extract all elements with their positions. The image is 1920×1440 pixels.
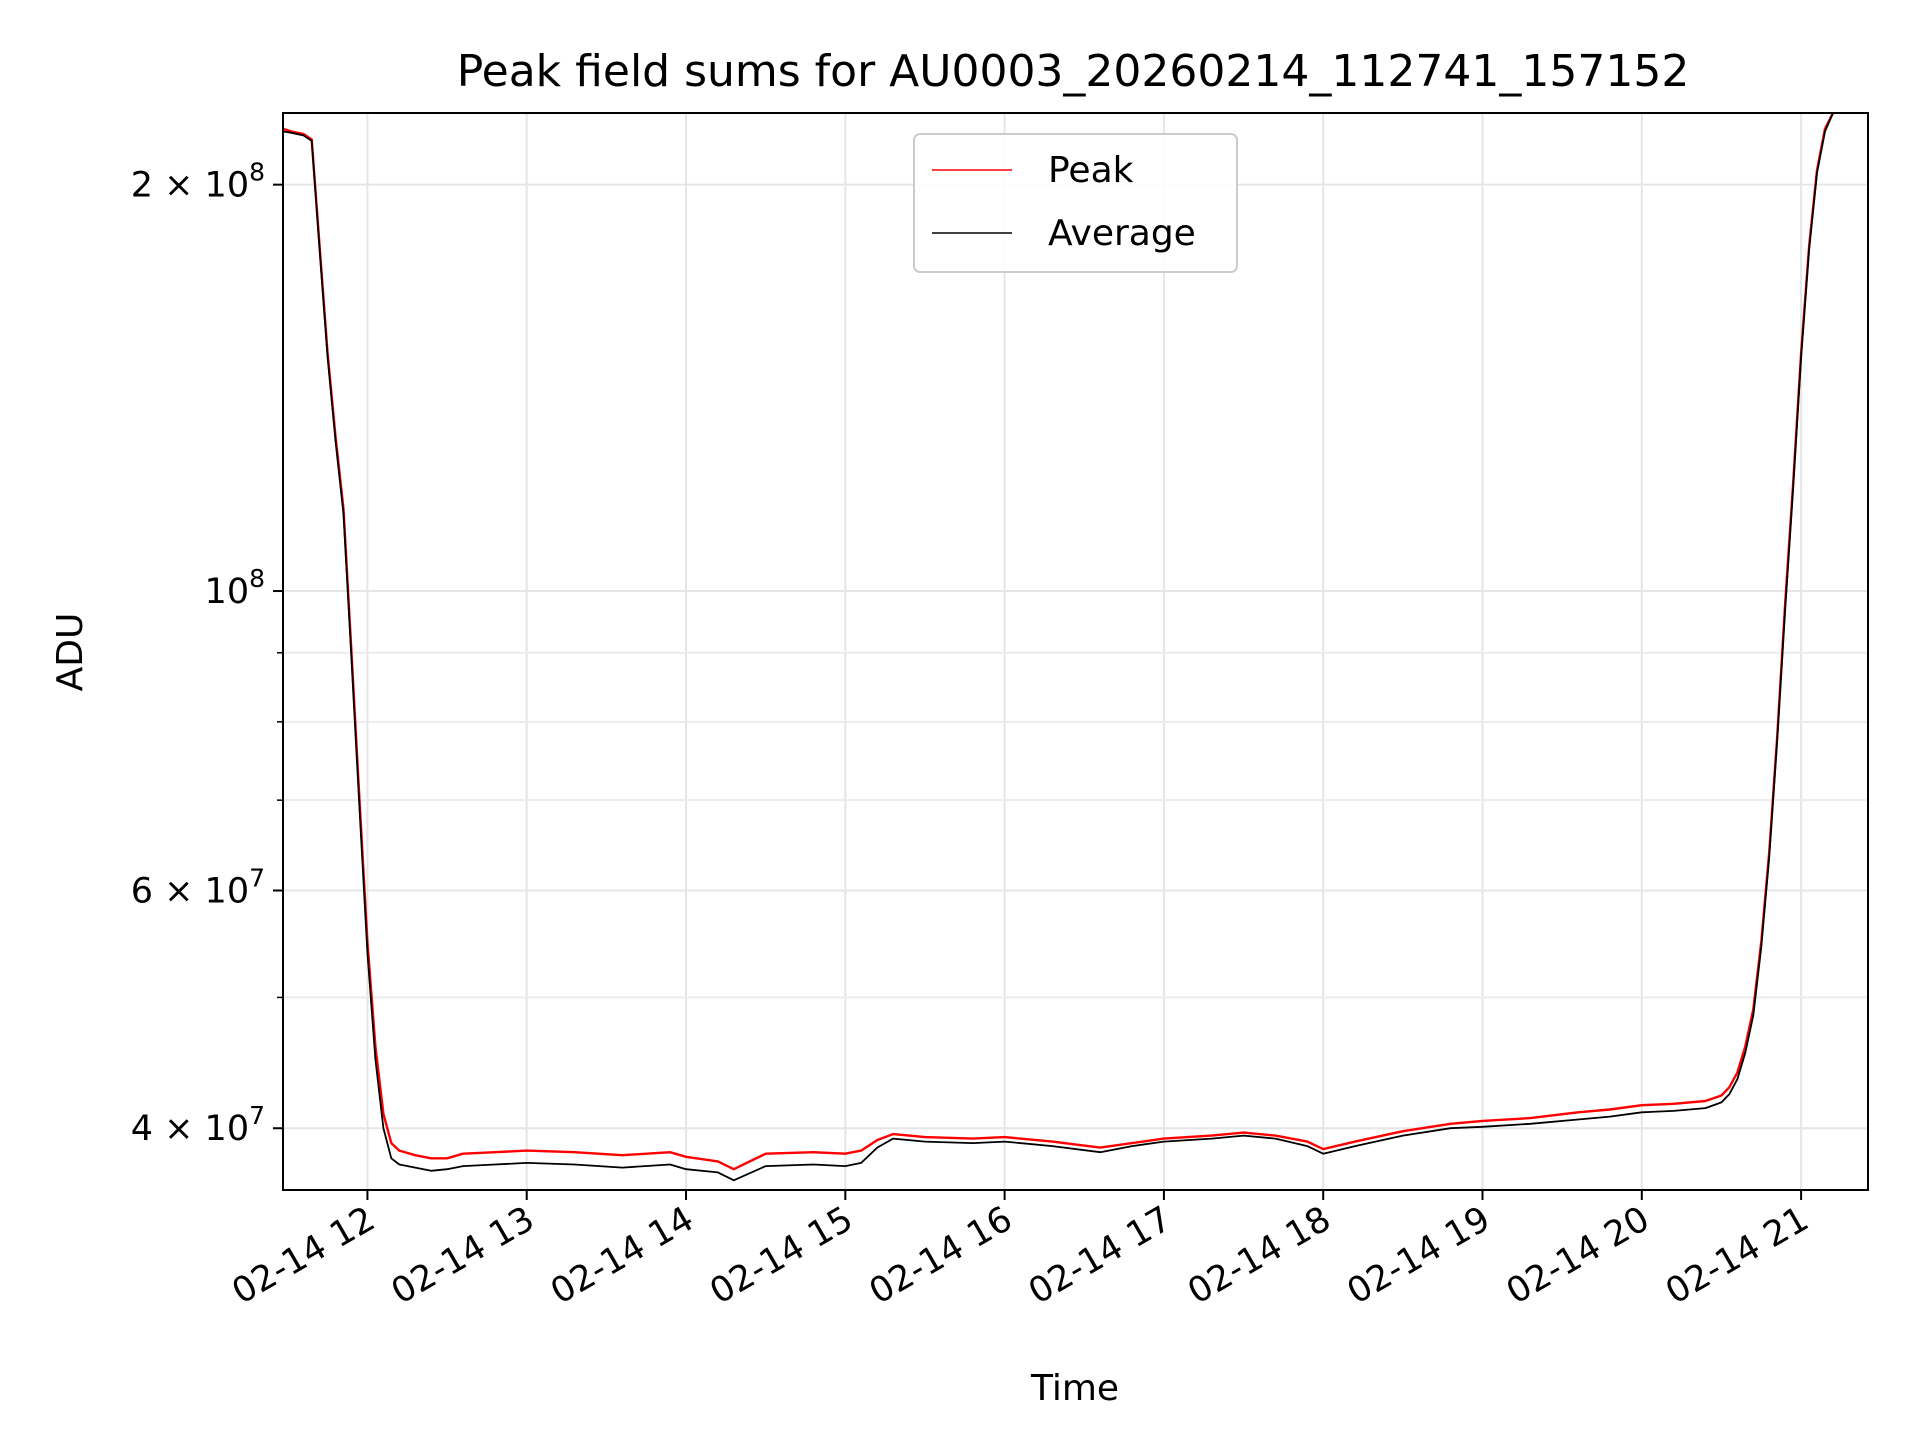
y-tick-label-base-1: 6 × 10 — [131, 872, 249, 912]
series-layer — [283, 113, 1835, 1182]
y-tick-label-exp-3: 8 — [249, 158, 265, 187]
plot-frame — [282, 112, 1869, 1191]
series-line-average — [283, 113, 1834, 1182]
y-tick-label-exp-1: 7 — [249, 864, 265, 893]
y-tick-label-exp-2: 8 — [249, 564, 265, 593]
chart-title: Peak field sums for AU0003_20260214_1127… — [457, 46, 1690, 97]
legend-box — [913, 133, 1238, 273]
y-tick-label-1: 6 × 107 — [131, 864, 265, 912]
y-tick-label-base-0: 4 × 10 — [131, 1109, 249, 1149]
series-line-peak — [283, 113, 1835, 1171]
grid — [283, 113, 1868, 1190]
legend-label-peak: Peak — [1048, 150, 1134, 191]
y-tick-label-base-3: 2 × 10 — [131, 166, 249, 206]
legend: Peak Average — [913, 133, 1238, 273]
y-tick-label-base-2: 10 — [205, 572, 250, 612]
y-tick-label-exp-0: 7 — [249, 1101, 265, 1130]
y-axis-label: ADU — [50, 613, 91, 692]
y-tick-label-2: 108 — [205, 564, 265, 612]
y-tick-label-0: 4 × 107 — [131, 1101, 265, 1149]
y-tick-label-3: 2 × 108 — [131, 158, 265, 206]
legend-label-average: Average — [1048, 213, 1196, 254]
x-axis-label: Time — [1030, 1368, 1119, 1409]
